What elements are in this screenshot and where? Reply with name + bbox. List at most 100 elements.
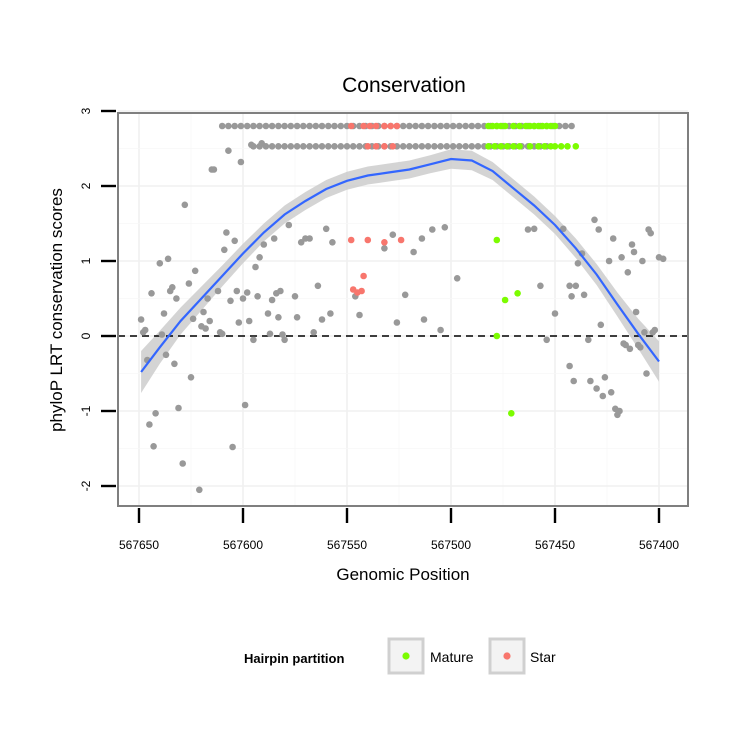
data-point-star	[389, 143, 397, 150]
data-point-other	[418, 143, 426, 150]
data-point-other	[418, 122, 426, 130]
data-point-other	[429, 226, 436, 233]
data-point-other	[401, 291, 409, 299]
data-point-star	[381, 239, 388, 246]
legend-label-mature: Mature	[430, 649, 474, 665]
data-point-other	[318, 143, 326, 150]
data-point-other	[169, 284, 176, 291]
data-point-other	[293, 143, 301, 150]
data-point-other	[179, 460, 186, 467]
data-point-other	[160, 310, 168, 317]
data-point-other	[260, 241, 268, 248]
data-point-mature	[508, 410, 515, 417]
data-point-other	[327, 310, 334, 317]
data-point-mature	[497, 143, 505, 150]
data-point-other	[268, 143, 276, 150]
data-point-mature	[564, 143, 571, 150]
data-point-other	[225, 147, 232, 154]
data-point-other	[210, 166, 218, 173]
data-point-star	[347, 122, 355, 130]
data-point-other	[285, 221, 293, 229]
data-point-mature	[572, 143, 580, 150]
data-point-other	[420, 316, 428, 323]
data-point-other	[158, 331, 166, 338]
data-point-other	[356, 143, 363, 150]
data-point-other	[239, 295, 247, 302]
chart-title: Conservation	[342, 74, 466, 97]
data-point-other	[152, 410, 159, 417]
data-point-other	[449, 122, 457, 130]
data-point-other	[574, 260, 582, 267]
x-tick-label: 567400	[639, 538, 679, 552]
data-point-other	[628, 241, 636, 248]
smooth-curve	[140, 157, 660, 373]
data-point-other	[310, 329, 318, 336]
data-point-other	[580, 291, 588, 299]
data-point-other	[607, 389, 615, 396]
data-point-other	[275, 122, 282, 130]
data-point-other	[202, 325, 209, 332]
data-point-other	[300, 122, 307, 130]
y-tick-label: 3	[79, 107, 93, 114]
data-point-other	[389, 231, 397, 238]
data-point-other	[268, 296, 276, 304]
data-point-other	[562, 122, 569, 130]
data-point-mature	[514, 290, 521, 297]
data-point-other	[221, 246, 228, 254]
data-point-other	[243, 289, 251, 296]
data-point-mature	[493, 236, 501, 244]
data-point-other	[275, 143, 282, 150]
data-point-other	[277, 287, 284, 295]
data-point-other	[262, 122, 270, 130]
data-point-mature	[503, 143, 511, 150]
data-point-other	[637, 344, 644, 351]
data-point-other	[437, 326, 444, 334]
data-point-other	[148, 290, 155, 297]
data-point-other	[381, 245, 388, 252]
data-point-other	[643, 370, 650, 377]
data-point-other	[175, 404, 182, 412]
data-point-other	[312, 143, 320, 150]
data-point-other	[453, 275, 461, 282]
data-point-other	[252, 263, 259, 271]
data-points	[137, 122, 667, 494]
data-point-other	[441, 224, 449, 231]
data-point-other	[616, 407, 623, 415]
plot-border	[117, 112, 689, 507]
x-tick-label: 567600	[223, 538, 263, 552]
data-point-other	[595, 226, 602, 233]
data-point-mature	[526, 143, 534, 150]
data-point-other	[412, 143, 419, 150]
data-point-mature	[541, 143, 548, 150]
data-point-other	[146, 421, 153, 428]
data-point-other	[410, 248, 417, 256]
data-point-other	[291, 293, 299, 300]
data-point-star	[381, 122, 388, 130]
y-tick-label: -1	[79, 405, 93, 416]
x-axis: 567650 567600 567550 567500 567450 567400	[119, 508, 679, 552]
data-point-other	[632, 308, 640, 316]
data-point-other	[241, 401, 249, 409]
y-tick-label: 2	[79, 182, 93, 189]
data-point-other	[137, 316, 145, 323]
data-point-other	[468, 122, 476, 130]
data-point-other	[647, 229, 654, 237]
data-point-other	[424, 143, 432, 150]
data-point-other	[551, 310, 559, 317]
data-point-other	[231, 122, 238, 130]
data-point-other	[566, 282, 573, 290]
data-point-other	[356, 311, 363, 319]
data-point-star	[387, 122, 395, 130]
legend-entry-star: Star	[488, 637, 556, 675]
data-point-star	[393, 122, 401, 130]
data-point-other	[231, 237, 238, 245]
data-point-other	[248, 141, 255, 149]
data-point-other	[325, 122, 332, 130]
data-point-other	[543, 336, 550, 344]
data-point-mature	[510, 143, 517, 150]
data-point-other	[412, 122, 419, 130]
data-point-other	[599, 392, 607, 400]
data-point-other	[622, 341, 629, 349]
data-point-other	[275, 314, 282, 321]
